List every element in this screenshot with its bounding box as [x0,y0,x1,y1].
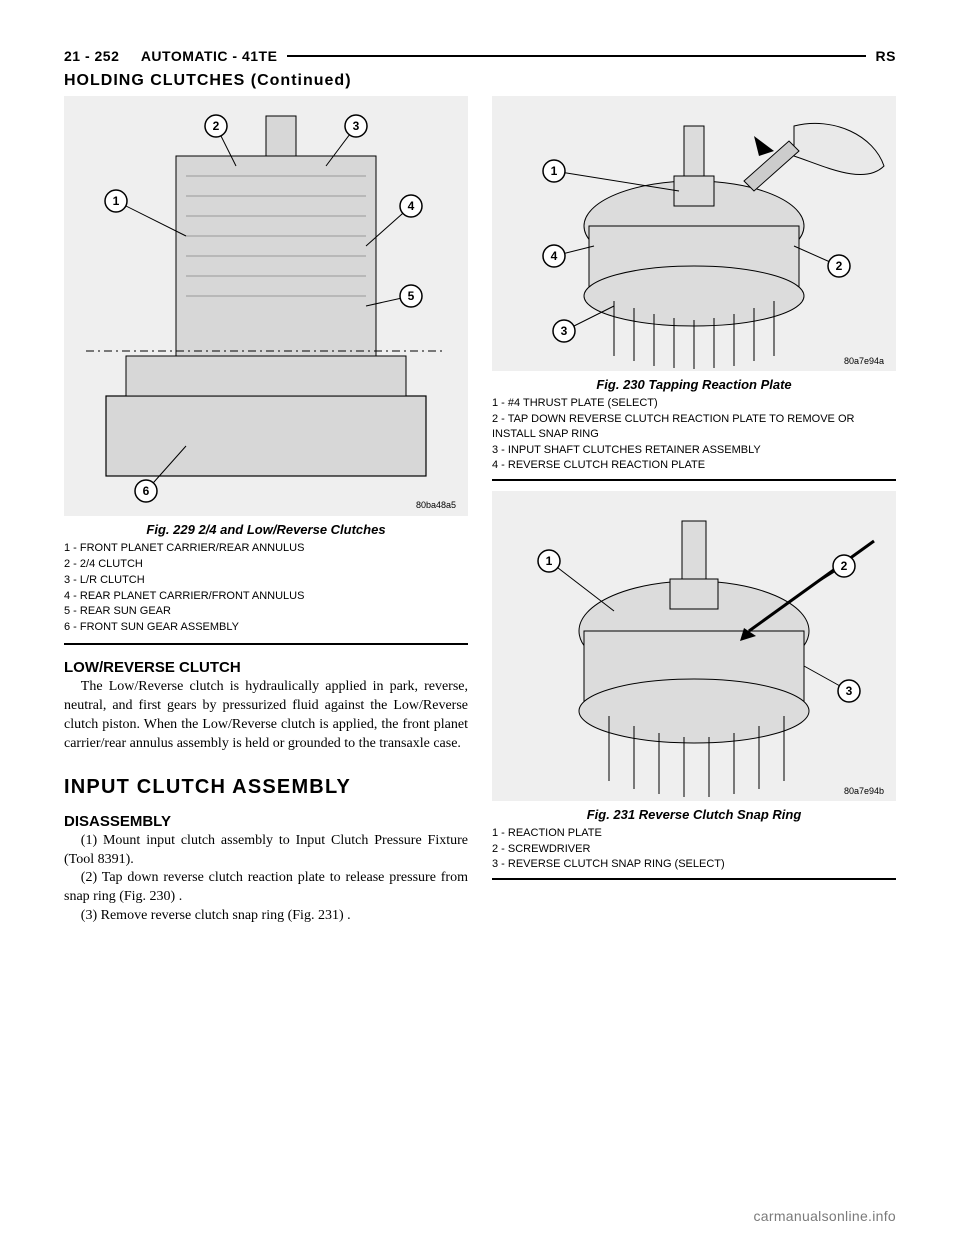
svg-text:3: 3 [561,324,568,338]
svg-text:1: 1 [113,194,120,208]
page-header: 21 - 252 AUTOMATIC - 41TE RS [64,48,896,64]
legend-item: 1 - #4 THRUST PLATE (SELECT) [492,396,896,411]
section-divider [64,643,468,645]
svg-text:80a7e94b: 80a7e94b [844,786,884,796]
disassembly-body: (1) Mount input clutch assembly to Input… [64,832,468,926]
legend-item: 1 - FRONT PLANET CARRIER/REAR ANNULUS [64,541,468,556]
paragraph: The Low/Reverse clutch is hydraulically … [64,678,468,754]
page-number: 21 - 252 [64,48,119,64]
figure-230-image: 1 2 3 4 80a7e94a [492,96,896,371]
svg-text:2: 2 [213,119,220,133]
figure-229: 1 2 3 4 [64,96,468,635]
legend-item: 2 - 2/4 CLUTCH [64,557,468,572]
legend-item: 2 - TAP DOWN REVERSE CLUTCH REACTION PLA… [492,412,896,442]
svg-text:80a7e94a: 80a7e94a [844,356,884,366]
legend-item: 3 - L/R CLUTCH [64,573,468,588]
svg-text:5: 5 [408,289,415,303]
left-column: 1 2 3 4 [64,96,468,926]
svg-text:6: 6 [143,484,150,498]
figure-231-image: 1 2 3 80a7e94b [492,491,896,801]
svg-text:3: 3 [353,119,360,133]
figure-231: 1 2 3 80a7e94b Fig. 231 Reverse Clutch S… [492,491,896,873]
svg-text:1: 1 [546,554,553,568]
right-column: 1 2 3 4 80a7e94a Fig. 230 Tapping Reacti… [492,96,896,926]
legend-item: 3 - REVERSE CLUTCH SNAP RING (SELECT) [492,857,896,872]
callout-5: 5 [400,285,422,307]
figure-divider [492,878,896,880]
low-reverse-heading: LOW/REVERSE CLUTCH [64,659,468,676]
figure-230-legend: 1 - #4 THRUST PLATE (SELECT) 2 - TAP DOW… [492,396,896,473]
callout-2: 2 [205,115,227,137]
callout-6: 6 [135,480,157,502]
header-rule-wrap: 21 - 252 AUTOMATIC - 41TE RS [64,48,896,64]
figure-229-legend: 1 - FRONT PLANET CARRIER/REAR ANNULUS 2 … [64,541,468,635]
page: 21 - 252 AUTOMATIC - 41TE RS HOLDING CLU… [0,0,960,1242]
figure-229-image: 1 2 3 4 [64,96,468,516]
figure-231-legend: 1 - REACTION PLATE 2 - SCREWDRIVER 3 - R… [492,826,896,873]
disassembly-heading: DISASSEMBLY [64,813,468,830]
svg-text:80ba48a5: 80ba48a5 [416,500,456,510]
legend-item: 3 - INPUT SHAFT CLUTCHES RETAINER ASSEMB… [492,443,896,458]
callout-3: 3 [345,115,367,137]
legend-item: 4 - REAR PLANET CARRIER/FRONT ANNULUS [64,589,468,604]
figure-229-caption: Fig. 229 2/4 and Low/Reverse Clutches [64,522,468,537]
callout-1: 1 [105,190,127,212]
svg-text:4: 4 [408,199,415,213]
header-left: 21 - 252 AUTOMATIC - 41TE [64,48,277,64]
continued-heading: HOLDING CLUTCHES (Continued) [64,72,896,90]
figure-230-caption: Fig. 230 Tapping Reaction Plate [492,377,896,392]
svg-text:1: 1 [551,164,558,178]
header-rule [287,55,865,57]
figure-230: 1 2 3 4 80a7e94a Fig. 230 Tapping Reacti… [492,96,896,473]
two-column-layout: 1 2 3 4 [64,96,896,926]
low-reverse-body: The Low/Reverse clutch is hydraulically … [64,678,468,754]
svg-text:2: 2 [841,559,848,573]
legend-item: 2 - SCREWDRIVER [492,842,896,857]
section-name: AUTOMATIC - 41TE [141,48,278,64]
input-clutch-heading: INPUT CLUTCH ASSEMBLY [64,776,468,799]
callout-4: 4 [400,195,422,217]
legend-item: 5 - REAR SUN GEAR [64,604,468,619]
legend-item: 6 - FRONT SUN GEAR ASSEMBLY [64,620,468,635]
svg-text:2: 2 [836,259,843,273]
svg-text:4: 4 [551,249,558,263]
figure-231-caption: Fig. 231 Reverse Clutch Snap Ring [492,807,896,822]
legend-item: 4 - REVERSE CLUTCH REACTION PLATE [492,458,896,473]
svg-text:3: 3 [846,684,853,698]
legend-item: 1 - REACTION PLATE [492,826,896,841]
footer-watermark: carmanualsonline.info [754,1208,897,1224]
step: (3) Remove reverse clutch snap ring (Fig… [64,907,468,926]
figure-divider [492,479,896,481]
step: (2) Tap down reverse clutch reaction pla… [64,869,468,907]
step: (1) Mount input clutch assembly to Input… [64,832,468,870]
doc-code: RS [876,48,896,64]
